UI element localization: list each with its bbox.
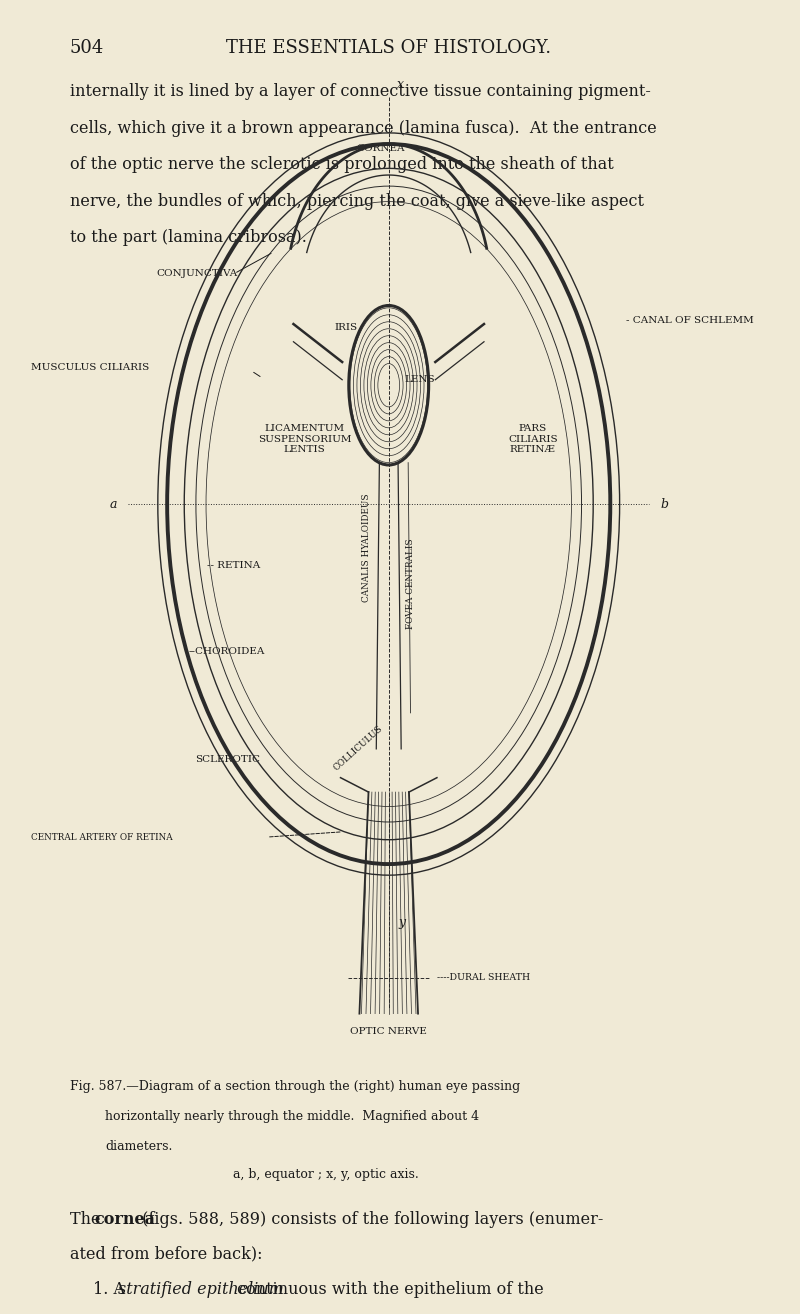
Text: CORNEA: CORNEA [357,145,406,154]
Text: - CANAL OF SCHLEMM: - CANAL OF SCHLEMM [626,315,754,325]
Text: The: The [70,1210,106,1227]
Text: -- RETINA: -- RETINA [207,561,260,570]
Text: (figs. 588, 589) consists of the following layers (enumer-: (figs. 588, 589) consists of the followi… [137,1210,603,1227]
Text: b: b [661,498,669,511]
Text: CONJUNCTIVA: CONJUNCTIVA [157,269,238,279]
Text: OPTIC NERVE: OPTIC NERVE [350,1028,427,1035]
Text: internally it is lined by a layer of connective tissue containing pigment-: internally it is lined by a layer of con… [70,83,651,100]
Text: IRIS: IRIS [334,323,358,332]
Text: COLLICULUS: COLLICULUS [332,724,385,773]
Text: CANALIS HYALOIDEUS: CANALIS HYALOIDEUS [362,493,371,602]
Text: 1. A: 1. A [94,1281,130,1298]
Text: ----DURAL SHEATH: ----DURAL SHEATH [437,972,530,982]
Text: ated from before back):: ated from before back): [70,1246,262,1263]
Text: Fig. 587.—Diagram of a section through the (right) human eye passing: Fig. 587.—Diagram of a section through t… [70,1080,520,1093]
Text: cells, which give it a brown appearance (lamina fusca).  At the entrance: cells, which give it a brown appearance … [70,120,657,137]
Text: horizontally nearly through the middle.  Magnified about 4: horizontally nearly through the middle. … [105,1110,479,1123]
Text: LENS: LENS [404,376,435,384]
Text: nerve, the bundles of which, piercing the coat, give a sieve-like aspect: nerve, the bundles of which, piercing th… [70,193,644,210]
Text: 504: 504 [70,39,104,57]
Text: SCLEROTIC: SCLEROTIC [195,756,260,765]
Text: a: a [109,498,117,511]
Text: y: y [398,916,405,929]
Text: MUSCULUS CILIARIS: MUSCULUS CILIARIS [31,363,150,372]
Text: FOVEA CENTRALIS: FOVEA CENTRALIS [406,537,415,628]
Text: --CHOROIDEA: --CHOROIDEA [188,648,265,656]
Text: continuous with the epithelium of the: continuous with the epithelium of the [233,1281,544,1298]
Text: of the optic nerve the sclerotic is prolonged into the sheath of that: of the optic nerve the sclerotic is prol… [70,156,614,173]
Text: stratified epithelium: stratified epithelium [118,1281,284,1298]
Text: PARS
CILIARIS
RETINÆ: PARS CILIARIS RETINÆ [508,424,558,455]
Text: to the part (lamina cribrosa).: to the part (lamina cribrosa). [70,230,307,246]
Text: a, b, equator ; x, y, optic axis.: a, b, equator ; x, y, optic axis. [234,1168,419,1180]
Text: THE ESSENTIALS OF HISTOLOGY.: THE ESSENTIALS OF HISTOLOGY. [226,39,551,57]
Text: x: x [397,78,403,91]
Text: CENTRAL ARTERY OF RETINA: CENTRAL ARTERY OF RETINA [31,833,173,841]
Text: cornea: cornea [94,1210,155,1227]
Text: diameters.: diameters. [105,1141,172,1152]
Text: LICAMENTUM
SUSPENSORIUM
LENTIS: LICAMENTUM SUSPENSORIUM LENTIS [258,424,351,455]
